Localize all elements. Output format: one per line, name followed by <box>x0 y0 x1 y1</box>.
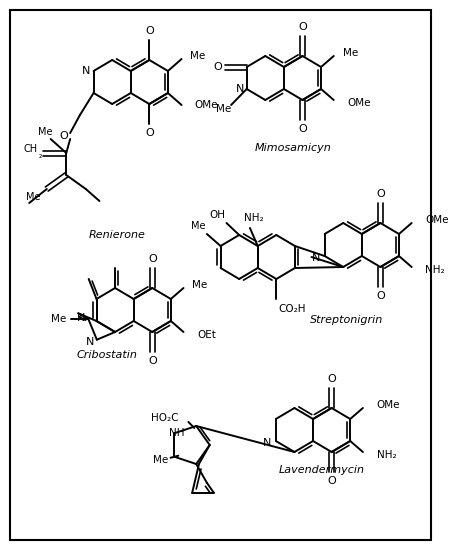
Text: NH₂: NH₂ <box>376 450 395 460</box>
Text: Renierone: Renierone <box>88 230 145 240</box>
Text: Me: Me <box>26 192 40 202</box>
Text: NH: NH <box>168 428 184 438</box>
Text: Mimosamicyn: Mimosamicyn <box>253 143 330 153</box>
Text: NH₂: NH₂ <box>244 213 263 223</box>
Text: O: O <box>297 124 306 134</box>
Text: Me: Me <box>190 51 205 61</box>
Text: N: N <box>77 313 85 323</box>
Text: NH₂: NH₂ <box>424 265 444 275</box>
Text: N: N <box>311 253 319 263</box>
Text: Me: Me <box>342 48 357 58</box>
Text: O: O <box>212 62 221 72</box>
Text: Lavendermycin: Lavendermycin <box>278 465 364 475</box>
Text: O: O <box>375 189 384 199</box>
Text: OMe: OMe <box>347 98 370 108</box>
Text: O: O <box>327 476 335 486</box>
Text: OMe: OMe <box>194 100 217 110</box>
Text: O: O <box>147 356 156 366</box>
Text: O: O <box>147 254 156 264</box>
Text: O: O <box>297 22 306 32</box>
Text: OH: OH <box>209 210 225 220</box>
Text: Cribostatin: Cribostatin <box>77 350 138 360</box>
Text: N: N <box>235 84 244 94</box>
Text: N: N <box>82 66 90 76</box>
Text: OEt: OEt <box>197 330 216 340</box>
Text: O: O <box>375 291 384 301</box>
Text: O: O <box>327 374 335 384</box>
Text: O: O <box>145 26 153 36</box>
Text: Streptonigrin: Streptonigrin <box>309 315 382 325</box>
Text: CH: CH <box>23 144 37 154</box>
Text: OMe: OMe <box>376 400 399 410</box>
Text: Me: Me <box>192 280 207 290</box>
Text: Me: Me <box>215 104 230 114</box>
Text: O: O <box>145 128 153 138</box>
Text: N: N <box>262 438 271 448</box>
Text: Me: Me <box>51 314 66 324</box>
Text: O: O <box>59 131 68 141</box>
Text: HO₂C: HO₂C <box>151 413 178 423</box>
Text: Me: Me <box>153 455 168 465</box>
Text: N: N <box>86 337 94 346</box>
Text: Me: Me <box>37 127 52 137</box>
Text: CO₂H: CO₂H <box>278 304 305 314</box>
Text: OMe: OMe <box>424 215 448 225</box>
Text: Me: Me <box>190 221 205 231</box>
Text: ₂: ₂ <box>38 151 41 161</box>
